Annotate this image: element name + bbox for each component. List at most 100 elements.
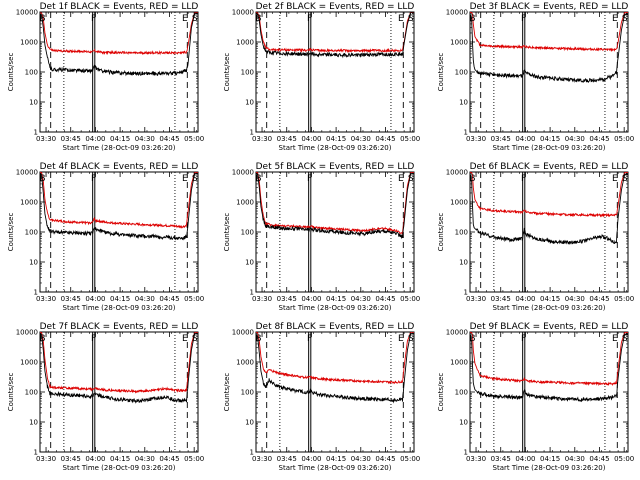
y-tick-label: 1	[34, 449, 38, 457]
marker-label-f: F	[91, 334, 96, 344]
events-series-line	[256, 12, 414, 59]
x-axis-label: Start Time (28-Oct-09 03:26:20)	[279, 304, 392, 312]
marker-label-s: S	[622, 334, 628, 344]
x-tick-label: 03:30	[252, 135, 272, 143]
events-series-line	[40, 172, 198, 241]
x-tick-label: 04:30	[135, 455, 155, 463]
x-tick-label: 04:15	[110, 455, 130, 463]
y-tick-label: 100	[455, 389, 468, 397]
y-tick-label: 10000	[446, 169, 468, 177]
marker-label-e: E	[398, 334, 404, 344]
x-axis-label: Start Time (28-Oct-09 03:26:20)	[279, 464, 392, 472]
y-tick-label: 10	[459, 99, 468, 107]
lld-series-line	[40, 332, 198, 394]
y-axis-label: Counts/sec	[437, 373, 445, 412]
x-tick-label: 05:00	[400, 455, 420, 463]
x-tick-label: 03:30	[466, 455, 486, 463]
y-tick-label: 1	[464, 129, 468, 137]
chart-panel-2: Det 2f BLACK = Events, RED = LLD 1 10 100 10…	[223, 2, 420, 152]
lld-series-line	[256, 12, 414, 54]
chart-title: Det 2f BLACK = Events, RED = LLD	[256, 2, 415, 12]
x-tick-label: 04:00	[515, 455, 535, 463]
x-tick-label: 04:45	[375, 135, 395, 143]
y-tick-label: 1000	[450, 359, 468, 367]
x-tick-label: 04:30	[351, 135, 371, 143]
x-tick-label: 03:45	[491, 135, 511, 143]
x-tick-label: 04:15	[326, 135, 346, 143]
x-tick-label: 04:45	[159, 455, 179, 463]
x-tick-label: 03:30	[36, 135, 56, 143]
x-tick-label: 03:45	[61, 135, 81, 143]
x-tick-label: 05:00	[184, 295, 204, 303]
x-tick-label: 04:30	[565, 455, 585, 463]
x-tick-label: 04:45	[589, 295, 609, 303]
marker-label-e: E	[398, 14, 404, 24]
x-tick-label: 03:45	[61, 295, 81, 303]
chart-panel-1: Det 1f BLACK = Events, RED = LLD 1 10 100 10…	[7, 2, 204, 152]
marker-label-s: S	[622, 14, 628, 24]
y-tick-label: 1	[464, 449, 468, 457]
events-series-line	[256, 172, 414, 240]
x-tick-label: 04:15	[540, 455, 560, 463]
x-axis-label: Start Time (28-Oct-09 03:26:20)	[493, 464, 606, 472]
lld-series-line	[40, 172, 198, 229]
chart-title: Det 1f BLACK = Events, RED = LLD	[40, 2, 199, 12]
x-tick-label: 03:45	[277, 135, 297, 143]
marker-label-b: B	[255, 174, 261, 184]
marker-label-s: S	[622, 174, 628, 184]
y-tick-label: 1	[250, 449, 254, 457]
marker-label-b: B	[469, 334, 475, 344]
x-tick-label: 04:30	[351, 455, 371, 463]
events-series-line	[470, 13, 628, 83]
marker-label-f: F	[307, 174, 312, 184]
x-tick-label: 04:15	[540, 295, 560, 303]
chart-title: Det 5f BLACK = Events, RED = LLD	[256, 162, 415, 172]
marker-label-f: F	[91, 14, 96, 24]
y-tick-label: 10	[29, 99, 38, 107]
marker-label-f: F	[521, 334, 526, 344]
chart-title: Det 7f BLACK = Events, RED = LLD	[40, 322, 199, 332]
y-tick-label: 10000	[446, 9, 468, 17]
y-tick-label: 100	[25, 69, 38, 77]
x-tick-label: 03:45	[491, 295, 511, 303]
lld-series-line	[470, 332, 628, 387]
x-tick-label: 04:00	[301, 135, 321, 143]
y-tick-label: 10000	[232, 169, 254, 177]
y-axis-label: Counts/sec	[223, 213, 231, 252]
events-series-line	[40, 332, 198, 404]
marker-label-e: E	[182, 14, 188, 24]
x-tick-label: 04:15	[326, 295, 346, 303]
x-tick-label: 04:30	[565, 295, 585, 303]
y-tick-label: 10	[459, 259, 468, 267]
y-tick-label: 100	[455, 69, 468, 77]
y-tick-label: 1000	[236, 359, 254, 367]
x-tick-label: 05:00	[614, 455, 634, 463]
y-tick-label: 100	[241, 69, 254, 77]
x-tick-label: 03:30	[36, 455, 56, 463]
y-tick-label: 10000	[232, 329, 254, 337]
lld-series-line	[470, 172, 628, 218]
marker-label-f: F	[521, 174, 526, 184]
x-axis-label: Start Time (28-Oct-09 03:26:20)	[63, 144, 176, 152]
y-tick-label: 1000	[20, 199, 38, 207]
marker-label-b: B	[469, 174, 475, 184]
x-tick-label: 04:30	[135, 295, 155, 303]
x-axis-label: Start Time (28-Oct-09 03:26:20)	[63, 464, 176, 472]
x-tick-label: 05:00	[184, 455, 204, 463]
x-tick-label: 04:45	[159, 295, 179, 303]
lld-series-line	[256, 332, 414, 385]
x-tick-label: 05:00	[614, 295, 634, 303]
x-tick-label: 04:45	[375, 295, 395, 303]
y-tick-label: 1000	[450, 39, 468, 47]
marker-label-b: B	[39, 334, 45, 344]
chart-title: Det 3f BLACK = Events, RED = LLD	[470, 2, 629, 12]
y-tick-label: 1000	[236, 39, 254, 47]
chart-panel-6: Det 6f BLACK = Events, RED = LLD 1 10 100 10…	[437, 162, 634, 312]
y-axis-label: Counts/sec	[437, 53, 445, 92]
y-tick-label: 100	[241, 229, 254, 237]
marker-label-b: B	[255, 334, 261, 344]
x-tick-label: 04:45	[375, 455, 395, 463]
y-tick-label: 1000	[450, 199, 468, 207]
y-tick-label: 1000	[20, 39, 38, 47]
x-tick-label: 03:45	[61, 455, 81, 463]
